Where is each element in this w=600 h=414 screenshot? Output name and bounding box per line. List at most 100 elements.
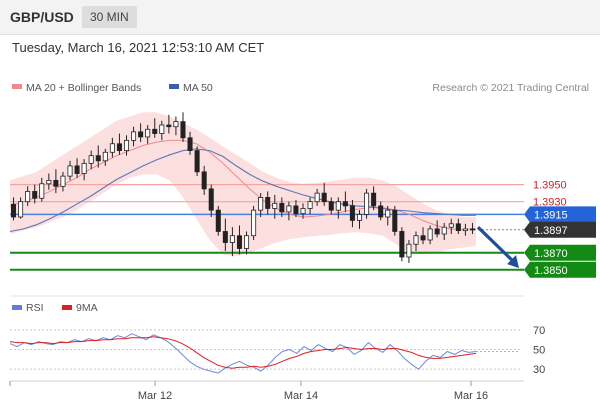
candle-body: [427, 228, 433, 241]
level-label-1.3850: 1.3850: [524, 261, 596, 278]
candle-body: [314, 192, 320, 203]
candle: [32, 184, 38, 204]
level-label-tag: [524, 261, 596, 278]
candle-body: [138, 131, 144, 138]
candle-body: [229, 235, 235, 243]
candle-body: [286, 205, 292, 213]
candle: [74, 158, 80, 178]
candle-body: [378, 205, 384, 218]
candle: [131, 126, 137, 147]
candle-body: [335, 201, 341, 211]
candle: [385, 205, 391, 226]
candle-body: [201, 171, 207, 190]
candle: [258, 193, 264, 217]
header-bar: GBP/USD 30 MIN: [0, 0, 600, 35]
candle-body: [279, 202, 285, 213]
timeframe-button[interactable]: 30 MIN: [82, 6, 137, 28]
candle-body: [166, 124, 172, 128]
candlesticks: [11, 112, 475, 263]
candle: [201, 165, 207, 195]
candle-body: [258, 197, 264, 211]
level-label-text: 1.3930: [533, 197, 567, 209]
candle-body: [222, 231, 228, 243]
candle: [265, 191, 271, 215]
candle: [300, 203, 306, 219]
rsi-panel: 70 50 30: [9, 325, 545, 376]
candle-body: [364, 192, 370, 215]
candle-body: [272, 202, 278, 209]
candle: [53, 169, 59, 194]
candle: [159, 120, 165, 141]
candle-body: [392, 209, 398, 232]
candle: [399, 227, 405, 262]
candle: [335, 197, 341, 219]
projection-arrow: [476, 226, 519, 269]
rsi-tick-label: 30: [533, 364, 545, 376]
level-label-1.3950: 1.3950: [533, 180, 567, 192]
candle: [455, 218, 461, 235]
datetime-label: Tuesday, March 16, 2021 12:53:10 AM CET: [12, 40, 265, 55]
level-label-tag: [524, 244, 596, 261]
candle: [187, 131, 193, 155]
candle: [251, 205, 257, 240]
candle: [356, 210, 363, 229]
candle-body: [60, 175, 66, 187]
candle-body: [406, 243, 412, 258]
candle-body: [208, 188, 214, 211]
candle: [109, 137, 115, 158]
candle-body: [173, 121, 179, 128]
candle-body: [123, 139, 130, 151]
x-tick-label: Mar 12: [138, 390, 172, 402]
candle: [286, 201, 292, 221]
rsi-tick-label: 70: [533, 325, 545, 337]
candle-body: [321, 192, 327, 203]
candle-body: [25, 191, 31, 203]
candle-body: [88, 155, 94, 164]
level-label-1.3915: 1.3915: [524, 206, 596, 223]
candle: [116, 133, 122, 155]
moving-averages: [9, 139, 477, 233]
candle-body: [215, 209, 221, 232]
ma50-line: [9, 148, 476, 233]
rsi-tick-label: 50: [533, 345, 545, 357]
candle-body: [39, 183, 45, 199]
candle-body: [46, 179, 52, 185]
candle: [152, 118, 158, 138]
candle: [371, 186, 377, 211]
candle-body: [194, 150, 200, 173]
candle-body: [293, 205, 299, 214]
candle: [229, 227, 235, 257]
candle: [392, 205, 398, 236]
x-axis: Mar 12 Mar 14 Mar 16: [9, 380, 524, 402]
candle: [60, 171, 66, 192]
candle: [328, 197, 334, 215]
candle: [448, 218, 454, 235]
candle: [25, 186, 31, 206]
candle: [145, 125, 151, 144]
candle: [279, 197, 285, 217]
candle: [314, 188, 320, 206]
candle-body: [441, 226, 447, 235]
legend-label: MA 20 + Bollinger Bands: [26, 82, 141, 94]
candle: [194, 146, 200, 177]
candle-body: [462, 228, 468, 232]
candle: [67, 160, 73, 181]
candle: [173, 116, 179, 136]
candle: [18, 197, 24, 219]
candle: [342, 191, 348, 212]
candle: [236, 225, 242, 255]
candle-body: [109, 143, 115, 153]
candle-body: [413, 235, 419, 245]
legend-swatch: [169, 84, 179, 89]
ma20-line: [9, 139, 477, 231]
candle: [88, 150, 94, 170]
level-label-1.3870: 1.3870: [524, 244, 596, 261]
candle-body: [244, 235, 250, 249]
candle: [321, 182, 327, 206]
candle: [272, 194, 278, 219]
legend-swatch: [12, 84, 22, 89]
candle: [441, 222, 447, 240]
candle-body: [385, 209, 391, 218]
candle-body: [81, 162, 87, 174]
